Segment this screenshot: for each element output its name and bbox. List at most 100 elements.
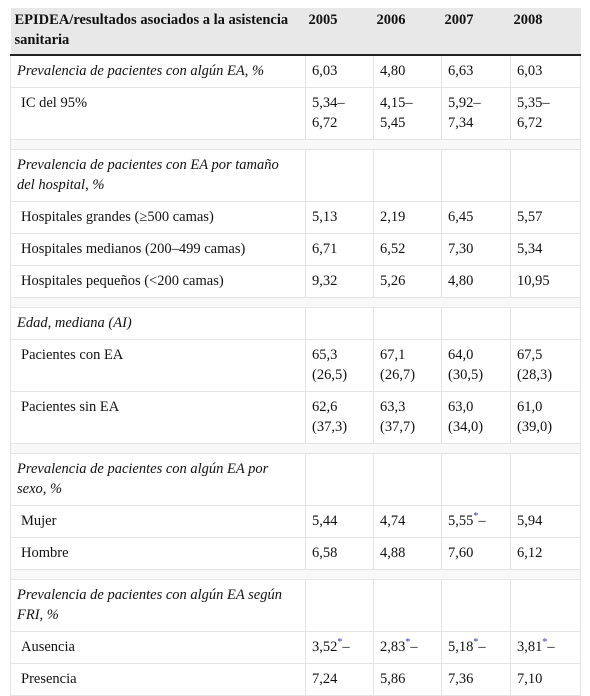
footnote-marker[interactable]: * [542,637,548,649]
value-cell: 7,60 [441,537,511,570]
value-cell [441,307,511,340]
value-cell [373,453,442,506]
value-cell: 5,86 [373,663,442,696]
value-cell: 63,3 (37,7) [373,391,442,444]
footnote-marker[interactable]: * [473,511,479,523]
value-cell [373,149,442,202]
row-label: Hospitales grandes (≥500 camas) [10,201,306,234]
table-row: Presencia 7,24 5,86 7,36 7,10 [10,663,581,696]
value-cell [510,453,581,506]
row-label: Hospitales medianos (200–499 camas) [10,233,306,266]
section-title: Prevalencia de pacientes con algún EA se… [10,579,306,632]
value-cell [510,307,581,340]
value-cell: 63,0 (34,0) [441,391,511,444]
section-row: Prevalencia de pacientes con EA por tama… [10,149,581,202]
row-label: Presencia [10,663,306,696]
value-cell: 62,6 (37,3) [305,391,374,444]
row-label: Ausencia [10,631,306,664]
value-cell: 5,44 [305,505,374,538]
value-cell [305,579,374,632]
footnote-marker[interactable]: * [473,637,479,649]
value-cell: 4,88 [373,537,442,570]
value-cell: 5,34 [510,233,581,266]
value-cell: 5,57 [510,201,581,234]
table-row: Hospitales pequeños (<200 camas) 9,32 5,26… [10,265,581,298]
value-cell: 5,26 [373,265,442,298]
value-cell: 6,45 [441,201,511,234]
value-cell: 5,35– 6,72 [510,87,581,140]
section-spacer [10,569,581,580]
value-cell: 7,10 [510,663,581,696]
value-cell [441,453,511,506]
value-cell: 7,36 [441,663,511,696]
section-row: Prevalencia de pacientes con algún EA se… [10,579,581,632]
table-row: Hombre 6,58 4,88 7,60 6,12 [10,537,581,570]
section-spacer [10,443,581,454]
section-row: Edad, mediana (AI) [10,307,581,340]
table-row: Hospitales medianos (200–499 camas) 6,71 6… [10,233,581,266]
section-spacer [10,297,581,308]
value-cell: 6,12 [510,537,581,570]
value-cell [510,149,581,202]
footnote-marker[interactable]: * [337,637,343,649]
value-cell: 6,58 [305,537,374,570]
value-cell: 5,55*– [441,505,511,538]
value-cell: 4,15– 5,45 [373,87,442,140]
year-header: 2006 [373,8,442,56]
row-label: Pacientes sin EA [10,391,306,444]
value-cell: 6,03 [510,55,581,88]
value-cell: 5,94 [510,505,581,538]
value-cell [510,579,581,632]
table-row: Ausencia 3,52*– 2,83*– 5,18*– 3,81*– [10,631,581,664]
value-cell: 9,32 [305,265,374,298]
value-cell [305,453,374,506]
row-label: Hombre [10,537,306,570]
section-row: Prevalencia de pacientes con algún EA, %… [10,55,581,88]
footnote-marker[interactable]: * [405,637,411,649]
section-spacer [10,139,581,150]
value-cell: 6,52 [373,233,442,266]
year-header: 2005 [305,8,374,56]
value-cell: 3,52*– [305,631,374,664]
section-title: Prevalencia de pacientes con EA por tama… [10,149,306,202]
value-cell: 67,1 (26,7) [373,339,442,392]
table-row: Hospitales grandes (≥500 camas) 5,13 2,19 6… [10,201,581,234]
value-cell: 6,71 [305,233,374,266]
value-cell: 7,24 [305,663,374,696]
value-cell [305,149,374,202]
table-row: Pacientes con EA 65,3 (26,5) 67,1 (26,7) 64,0… [10,339,581,392]
value-cell: 5,13 [305,201,374,234]
value-cell [305,307,374,340]
value-cell: 5,92– 7,34 [441,87,511,140]
value-cell [373,307,442,340]
section-row: Prevalencia de pacientes con algún EA po… [10,453,581,506]
value-cell: 10,95 [510,265,581,298]
year-header: 2007 [441,8,511,56]
table-row: Pacientes sin EA 62,6 (37,3) 63,3 (37,7) 63,0… [10,391,581,444]
row-label: IC del 95% [10,87,306,140]
section-title: Prevalencia de pacientes con algún EA, % [10,55,306,88]
value-cell: 5,18*– [441,631,511,664]
table-row: Mujer 5,44 4,74 5,55*– 5,94 [10,505,581,538]
table-body: Prevalencia de pacientes con algún EA, %… [10,55,581,696]
section-title: Edad, mediana (AI) [10,307,306,340]
value-cell: 6,03 [305,55,374,88]
results-table: EPIDEA/resultados asociados a la asisten… [10,8,581,696]
header-row: EPIDEA/resultados asociados a la asisten… [10,8,581,56]
row-label: Hospitales pequeños (<200 camas) [10,265,306,298]
value-cell [441,149,511,202]
value-cell: 4,80 [373,55,442,88]
value-cell: 64,0 (30,5) [441,339,511,392]
year-header: 2008 [510,8,581,56]
row-label: Pacientes con EA [10,339,306,392]
value-cell: 5,34– 6,72 [305,87,374,140]
table-row: IC del 95% 5,34– 6,72 4,15– 5,45 5,92– 7,34 5,3… [10,87,581,140]
section-title: Prevalencia de pacientes con algún EA po… [10,453,306,506]
value-cell: 6,63 [441,55,511,88]
value-cell: 61,0 (39,0) [510,391,581,444]
value-cell: 67,5 (28,3) [510,339,581,392]
value-cell: 2,19 [373,201,442,234]
row-label: Mujer [10,505,306,538]
value-cell: 4,80 [441,265,511,298]
value-cell: 3,81*– [510,631,581,664]
